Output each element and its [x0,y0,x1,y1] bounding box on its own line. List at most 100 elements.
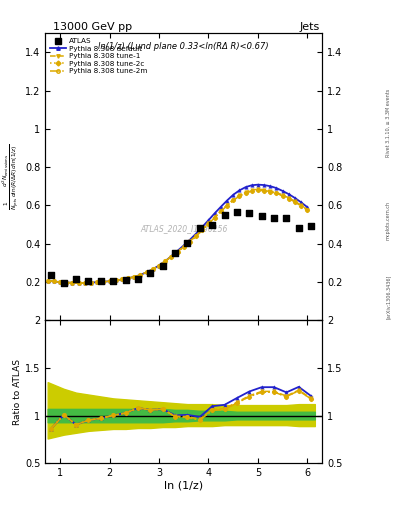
ATLAS [61,279,67,287]
Pythia 8.308 tune-2c [88,280,93,286]
Pythia 8.308 tune-2c [280,193,285,199]
Pythia 8.308 tune-2c [255,187,260,194]
Pythia 8.308 tune-2c [163,258,167,264]
Pythia 8.308 tune-1 [255,186,260,193]
ATLAS [123,276,129,284]
Pythia 8.308 tune-2c [126,275,130,282]
Pythia 8.308 tune-1 [113,278,118,284]
Pythia 8.308 tune-2c [299,203,303,209]
Pythia 8.308 tune-1 [268,188,273,194]
Pythia 8.308 tune-2m [182,244,186,250]
Pythia 8.308 tune-1 [101,279,106,285]
Pythia 8.308 tune-2c [268,188,273,195]
Pythia 8.308 tune-2c [219,208,223,215]
Pythia 8.308 default [182,242,186,248]
Pythia 8.308 default [212,210,217,217]
Pythia 8.308 default [237,187,242,194]
Pythia 8.308 default [280,188,285,194]
Pythia 8.308 tune-1 [286,195,291,201]
Pythia 8.308 default [231,191,235,198]
Pythia 8.308 tune-1 [219,207,223,214]
Pythia 8.308 tune-2m [113,278,118,284]
Pythia 8.308 default [45,278,50,284]
Line: Pythia 8.308 tune-2c: Pythia 8.308 tune-2c [46,188,309,285]
Pythia 8.308 tune-2c [83,280,87,286]
Pythia 8.308 tune-2m [212,215,217,221]
Pythia 8.308 tune-2m [225,203,230,209]
Pythia 8.308 tune-2m [95,279,99,285]
Pythia 8.308 tune-2m [157,263,162,269]
Pythia 8.308 tune-2m [274,190,279,196]
Pythia 8.308 tune-2m [262,187,266,194]
Pythia 8.308 default [151,266,155,272]
Pythia 8.308 default [274,185,279,191]
Y-axis label: Ratio to ATLAS: Ratio to ATLAS [13,359,22,424]
Pythia 8.308 default [255,182,260,188]
Pythia 8.308 default [206,217,211,223]
Pythia 8.308 tune-2m [51,279,56,285]
Pythia 8.308 default [70,280,75,286]
ATLAS [98,276,104,285]
Pythia 8.308 tune-2m [299,203,303,209]
Pythia 8.308 tune-2m [219,208,223,215]
Pythia 8.308 tune-1 [243,189,248,195]
Y-axis label: $\frac{1}{N_\mathrm{jets}}\frac{d^2 N_\mathrm{emissions}}{d\ln(R/\Delta R)\,d\ln: $\frac{1}{N_\mathrm{jets}}\frac{d^2 N_\m… [0,143,21,210]
Pythia 8.308 tune-1 [182,244,186,250]
ATLAS [196,224,203,232]
ATLAS [73,275,79,283]
Pythia 8.308 tune-1 [126,275,130,282]
Pythia 8.308 tune-2c [64,280,69,286]
Pythia 8.308 tune-2m [64,280,69,286]
Pythia 8.308 tune-2m [250,188,254,194]
Pythia 8.308 default [144,269,149,275]
Pythia 8.308 tune-2m [280,193,285,199]
Line: Pythia 8.308 tune-1: Pythia 8.308 tune-1 [46,187,309,285]
Pythia 8.308 tune-2c [169,253,174,260]
Pythia 8.308 tune-2m [268,188,273,195]
Pythia 8.308 default [107,278,112,284]
Pythia 8.308 tune-2m [76,280,81,286]
Pythia 8.308 tune-1 [200,226,205,232]
Pythia 8.308 tune-2c [274,190,279,196]
Pythia 8.308 tune-2c [144,269,149,275]
Pythia 8.308 tune-1 [250,187,254,193]
Pythia 8.308 tune-1 [299,202,303,208]
Pythia 8.308 default [64,280,69,286]
Pythia 8.308 tune-2m [286,196,291,202]
Pythia 8.308 tune-2c [250,188,254,194]
Pythia 8.308 tune-2m [144,269,149,275]
Pythia 8.308 tune-2c [132,274,137,280]
Pythia 8.308 tune-1 [95,279,99,285]
Pythia 8.308 tune-2m [231,197,235,203]
ATLAS [48,271,55,279]
Pythia 8.308 tune-2m [83,280,87,286]
Pythia 8.308 tune-1 [262,186,266,193]
ATLAS [135,275,141,283]
ATLAS [246,209,252,217]
Pythia 8.308 tune-2m [107,278,112,284]
Pythia 8.308 tune-2m [88,280,93,286]
Pythia 8.308 tune-2c [45,278,50,284]
Pythia 8.308 tune-2m [243,190,248,196]
Pythia 8.308 tune-1 [64,280,69,286]
ATLAS [147,269,154,278]
Pythia 8.308 default [51,279,56,285]
Text: ATLAS_2020_I1790256: ATLAS_2020_I1790256 [140,224,228,233]
Text: [arXiv:1306.3436]: [arXiv:1306.3436] [386,275,391,319]
Pythia 8.308 tune-2m [200,227,205,233]
Pythia 8.308 tune-1 [151,266,155,272]
Pythia 8.308 tune-1 [305,206,310,212]
Pythia 8.308 tune-1 [237,192,242,198]
Pythia 8.308 tune-1 [132,274,137,280]
Pythia 8.308 tune-2c [194,233,198,239]
Pythia 8.308 tune-2c [237,193,242,199]
Pythia 8.308 tune-1 [293,199,298,205]
Pythia 8.308 tune-1 [70,280,75,286]
Pythia 8.308 default [76,280,81,286]
ATLAS [184,239,191,247]
Pythia 8.308 default [175,248,180,254]
Pythia 8.308 tune-2c [206,221,211,227]
Line: Pythia 8.308 default: Pythia 8.308 default [46,183,309,285]
ATLAS [271,214,277,222]
Pythia 8.308 tune-2c [113,278,118,284]
